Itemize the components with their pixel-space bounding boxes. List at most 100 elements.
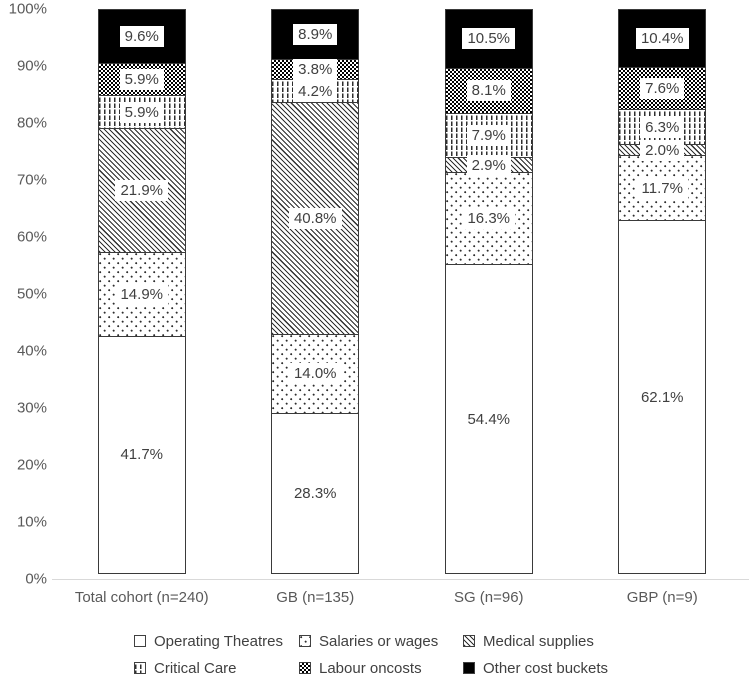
y-tick-label: 40% [16,342,47,360]
segment-label-value: 7.9% [466,124,511,146]
bar: 10.4% 7.6% 6.3% 2.0% 11.7% 62.1% [618,9,707,579]
bar-segment: 8.1% [444,67,533,114]
bar-segment: 54.4% [444,264,533,574]
y-tick-label: 90% [16,57,47,75]
segment-label: 40.8% [272,103,358,334]
y-tick-label: 30% [16,399,47,417]
segment-label-value: 3.8% [293,59,338,81]
segment-label: 10.4% [619,10,705,67]
bar-segment: 2.9% [444,154,533,176]
legend-item: Labour oncosts [299,659,422,677]
segment-label: 8.1% [446,69,532,113]
legend-swatch [463,635,475,647]
y-tick-label: 60% [16,228,47,246]
y-tick-label: 100% [8,0,47,18]
segment-label-value: 14.9% [115,284,169,306]
segment-label: 41.7% [99,337,185,573]
bar-segment: 62.1% [618,220,707,574]
bar-segment: 40.8% [271,102,360,335]
segment-label-value: 5.9% [119,101,164,123]
legend-item: Critical Care [134,659,237,677]
bar: 8.9% 3.8% 4.2% 40.8% 14.0% 28.3% [271,9,360,579]
legend-label: Salaries or wages [319,632,439,650]
segment-label-value: 28.3% [288,482,342,504]
segment-label-value: 9.6% [119,25,164,47]
segment-label: 5.9% [99,96,185,128]
segment-label: 4.2% [272,80,358,102]
legend-swatch [463,662,475,674]
bar-segment: 10.5% [444,9,533,69]
segment-label-value: 10.4% [635,28,689,50]
category-label: SG (n=96) [453,589,524,606]
bar-segment: 41.7% [97,336,186,574]
segment-label: 6.3% [619,110,705,144]
segment-label: 7.9% [446,114,532,157]
segment-label-value: 6.3% [640,116,685,138]
segment-label: 3.8% [272,59,358,81]
bar-segment: 16.3% [444,172,533,266]
segment-label-value: 7.6% [640,78,685,100]
segment-label: 5.9% [99,64,185,96]
segment-label: 2.0% [619,139,705,161]
segment-label: 7.6% [619,68,705,109]
legend-swatch [299,635,311,647]
bar-segment: 7.9% [444,112,533,158]
segment-label-value: 41.7% [115,444,169,466]
segment-label: 10.5% [446,10,532,68]
segment-label: 54.4% [446,265,532,573]
bar-segment: 21.9% [97,128,186,254]
bar-segment: 4.2% [271,79,360,104]
segment-label-value: 10.5% [462,28,516,50]
bar-segment: 5.9% [97,62,186,97]
bar-segment: 6.3% [618,109,707,146]
legend-label: Medical supplies [483,632,594,650]
segment-label: 9.6% [99,10,185,63]
legend-swatch [299,662,311,674]
segment-label-value: 11.7% [636,177,688,199]
bar-segment: 7.6% [618,67,707,111]
segment-label: 21.9% [99,129,185,252]
legend-item: Operating Theatres [134,633,283,650]
segment-label-value: 14.0% [288,363,342,385]
legend-item: Other cost buckets [463,659,609,677]
segment-label: 2.9% [446,154,532,176]
segment-label: 62.1% [619,221,705,573]
segment-label-value: 62.1% [635,386,689,408]
segment-label: 14.0% [272,335,358,413]
category-label: GB (n=135) [276,589,355,606]
y-tick-label: 50% [16,285,47,303]
legend-label: Labour oncosts [319,659,422,677]
segment-label-value: 40.8% [288,208,342,230]
y-tick-label: 0% [25,570,47,588]
legend-swatch [134,662,146,674]
segment-label: 16.3% [446,173,532,264]
bar-segment: 9.6% [97,9,186,64]
y-tick-label: 10% [16,513,47,531]
bar-segment: 8.9% [271,9,360,60]
segment-label-value: 16.3% [462,208,516,230]
segment-label-value: 8.9% [293,23,338,45]
legend-label: Other cost buckets [483,659,609,677]
segment-label: 28.3% [272,414,358,573]
y-tick-label: 80% [16,114,47,132]
bar-segment: 5.9% [97,95,186,130]
legend-swatch [134,635,146,647]
y-tick-label: 20% [16,456,47,474]
bar-segment: 11.7% [618,154,707,222]
legend-item: Salaries or wages [299,632,439,650]
segment-label-value: 5.9% [119,69,164,91]
segment-label: 14.9% [99,253,185,336]
bar-segment: 14.0% [271,333,360,414]
legend-label: Critical Care [154,659,237,677]
bar: 9.6% 5.9% 5.9% 21.9% 14.9% 41.7% [97,9,186,579]
legend-item: Medical supplies [463,632,594,650]
bar-segment: 28.3% [271,412,360,574]
bar-segment: 10.4% [618,9,707,69]
y-tick-label: 70% [16,171,47,189]
bar-segment: 3.8% [271,58,360,81]
bar-segment: 14.9% [97,252,186,338]
segment-label: 11.7% [619,156,705,221]
segment-label: 8.9% [272,10,358,59]
segment-label-value: 8.1% [466,80,511,102]
